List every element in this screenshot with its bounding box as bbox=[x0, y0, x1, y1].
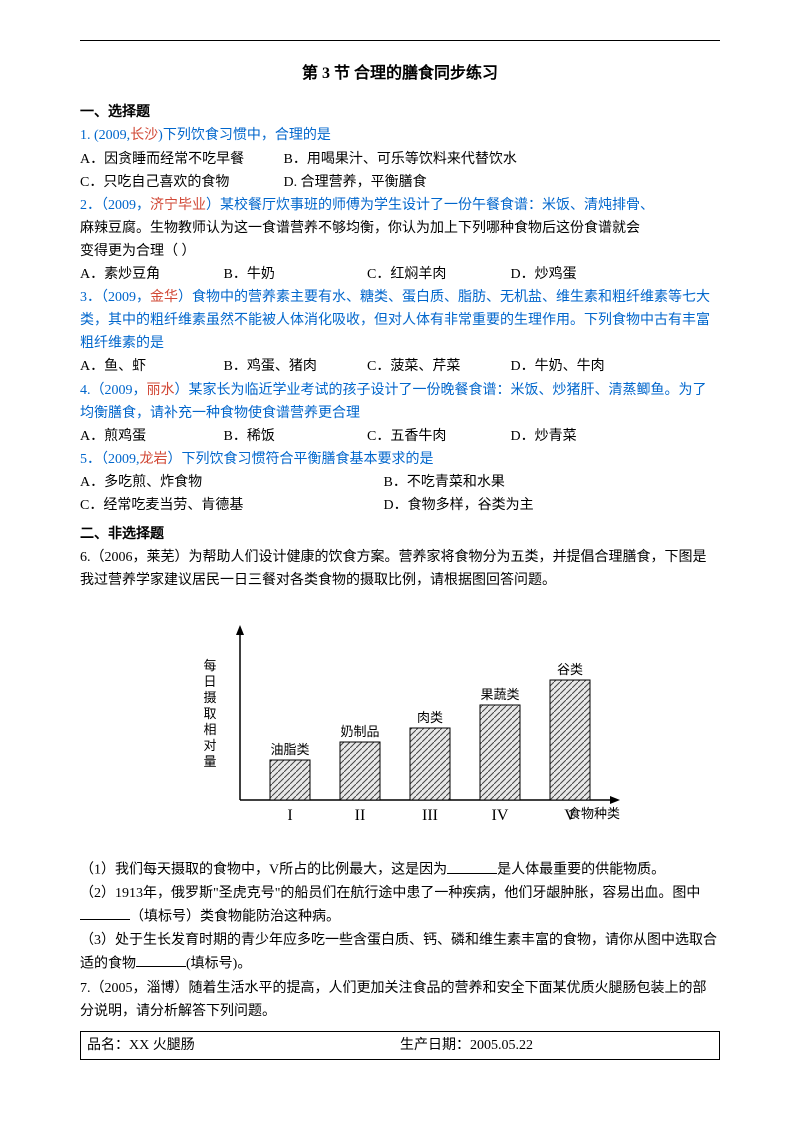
q6-p1b: 是人体最重要的供能物质。 bbox=[497, 863, 665, 878]
q6-p3: （3）处于生长发育时期的青少年应多吃一些含蛋白质、钙、磷和维生素丰富的食物，请你… bbox=[80, 929, 720, 976]
q1-tail: )下列饮食习惯中，合理的是 bbox=[158, 128, 331, 143]
q3-opt-d: D．牛奶、牛肉 bbox=[511, 355, 651, 378]
q4-num: 4.（2009， bbox=[80, 383, 147, 398]
q2-num: 2．（2009， bbox=[80, 198, 150, 213]
q6-p2b: （填标号）类食物能防治这种病。 bbox=[130, 909, 340, 924]
q4-opt-d: D．炒青菜 bbox=[511, 425, 651, 448]
svg-text:摄: 摄 bbox=[203, 690, 216, 705]
svg-text:果蔬类: 果蔬类 bbox=[480, 687, 519, 702]
q4-tail: ）某家长为临近学业考试的孩子设计了一份晚餐食谱：米饭、炒猪肝、清蒸鲫鱼。为了均衡… bbox=[80, 383, 707, 421]
q5: 5．（2009,龙岩）下列饮食习惯符合平衡膳食基本要求的是 bbox=[80, 448, 720, 471]
blank-2 bbox=[80, 905, 130, 920]
q1-row2: C．只吃自己喜欢的食物 D. 合理营养，平衡膳食 bbox=[80, 171, 720, 194]
q7-text: 7.（2005，淄博）随着生活水平的提高，人们更加关注食品的营养和安全下面某优质… bbox=[80, 977, 720, 1023]
q5-row1: A．多吃煎、炸食物 B．不吃青菜和水果 bbox=[80, 471, 720, 494]
q5-loc: 龙岩 bbox=[140, 452, 168, 467]
page-title: 第 3 节 合理的膳食同步练习 bbox=[80, 61, 720, 87]
box-left: 品名：XX 火腿肠 bbox=[87, 1034, 400, 1057]
q6-p1a: （1）我们每天摄取的食物中，V所占的比例最大，这是因为 bbox=[80, 863, 447, 878]
q6-p2a: （2）1913年，俄罗斯"圣虎克号"的船员们在航行途中患了一种疾病，他们牙龈肿胀… bbox=[80, 886, 700, 901]
q5-num: 5．（2009, bbox=[80, 452, 140, 467]
svg-text:奶制品: 奶制品 bbox=[340, 724, 379, 739]
q5-opt-d: D．食物多样，谷类为主 bbox=[384, 498, 534, 513]
section-1-heading: 一、选择题 bbox=[80, 101, 720, 124]
svg-text:量: 量 bbox=[203, 754, 216, 769]
svg-text:谷类: 谷类 bbox=[557, 662, 583, 677]
svg-text:食物种类: 食物种类 bbox=[568, 806, 620, 821]
q3-opts: A．鱼、虾 B．鸡蛋、猪肉 C．菠菜、芹菜 D．牛奶、牛肉 bbox=[80, 355, 720, 378]
q2-line2: 麻辣豆腐。生物教师认为这一食谱营养不够均衡，你认为加上下列哪种食物后这份食谱就会 bbox=[80, 217, 720, 240]
svg-text:III: III bbox=[422, 807, 438, 824]
svg-text:相: 相 bbox=[203, 722, 216, 737]
blank-1 bbox=[447, 858, 497, 873]
q5-opt-b: B．不吃青菜和水果 bbox=[384, 475, 505, 490]
q3-num: 3．（2009， bbox=[80, 290, 150, 305]
q1-loc: 长沙 bbox=[130, 128, 158, 143]
svg-text:IV: IV bbox=[492, 807, 509, 824]
svg-text:油脂类: 油脂类 bbox=[270, 742, 309, 757]
q3-opt-c: C．菠菜、芹菜 bbox=[367, 355, 507, 378]
q2-opt-c: C．红焖羊肉 bbox=[367, 263, 507, 286]
q4-loc: 丽水 bbox=[147, 383, 175, 398]
svg-text:肉类: 肉类 bbox=[417, 710, 443, 725]
q6-p1: （1）我们每天摄取的食物中，V所占的比例最大，这是因为 是人体最重要的供能物质。 bbox=[80, 858, 720, 881]
q4-opts: A．煎鸡蛋 B．稀饭 C．五香牛肉 D．炒青菜 bbox=[80, 425, 720, 448]
q2-opt-a: A．素炒豆角 bbox=[80, 263, 220, 286]
svg-text:取: 取 bbox=[203, 706, 216, 721]
q1: 1. (2009,长沙)下列饮食习惯中，合理的是 bbox=[80, 124, 720, 147]
q1-opt-c: C．只吃自己喜欢的食物 bbox=[80, 171, 280, 194]
top-rule bbox=[80, 40, 720, 41]
q4: 4.（2009，丽水）某家长为临近学业考试的孩子设计了一份晚餐食谱：米饭、炒猪肝… bbox=[80, 379, 720, 425]
q3-loc: 金华 bbox=[150, 290, 178, 305]
q1-opt-d: D. 合理营养，平衡膳食 bbox=[284, 175, 427, 190]
q5-opt-c: C．经常吃麦当劳、肯德基 bbox=[80, 494, 380, 517]
q2-tail: ）某校餐厅炊事班的师傅为学生设计了一份午餐食谱：米饭、清炖排骨、 bbox=[206, 198, 654, 213]
food-intake-chart: 每日摄取相对量食物种类 油脂类 I 奶制品 II 肉类 III 果蔬类 IV 谷类 V bbox=[170, 610, 630, 840]
q4-opt-a: A．煎鸡蛋 bbox=[80, 425, 220, 448]
q5-opt-a: A．多吃煎、炸食物 bbox=[80, 471, 380, 494]
blank-3 bbox=[136, 952, 186, 967]
q1-num: 1. (2009, bbox=[80, 128, 130, 143]
q5-row2: C．经常吃麦当劳、肯德基 D．食物多样，谷类为主 bbox=[80, 494, 720, 517]
q1-row1: A．因贪睡而经常不吃早餐 B．用喝果汁、可乐等饮料来代替饮水 bbox=[80, 148, 720, 171]
box-right: 生产日期：2005.05.22 bbox=[400, 1034, 713, 1057]
svg-text:I: I bbox=[287, 807, 292, 824]
chart-wrap: 每日摄取相对量食物种类 油脂类 I 奶制品 II 肉类 III 果蔬类 IV 谷类 V bbox=[80, 610, 720, 848]
q4-opt-b: B．稀饭 bbox=[224, 425, 364, 448]
q2: 2．（2009，济宁毕业）某校餐厅炊事班的师傅为学生设计了一份午餐食谱：米饭、清… bbox=[80, 194, 720, 217]
q6-p3b: (填标号)。 bbox=[186, 956, 251, 971]
q6-text: 6.（2006，莱芜）为帮助人们设计健康的饮食方案。营养家将食物分为五类，并提倡… bbox=[80, 546, 720, 592]
q6-p2: （2）1913年，俄罗斯"圣虎克号"的船员们在航行途中患了一种疾病，他们牙龈肿胀… bbox=[80, 882, 720, 929]
svg-text:II: II bbox=[355, 807, 366, 824]
q3-opt-a: A．鱼、虾 bbox=[80, 355, 220, 378]
q2-opts: A．素炒豆角 B．牛奶 C．红焖羊肉 D．炒鸡蛋 bbox=[80, 263, 720, 286]
q4-opt-c: C．五香牛肉 bbox=[367, 425, 507, 448]
svg-text:日: 日 bbox=[203, 674, 216, 689]
q1-opt-b: B．用喝果汁、可乐等饮料来代替饮水 bbox=[284, 152, 517, 167]
q3-opt-b: B．鸡蛋、猪肉 bbox=[224, 355, 364, 378]
q2-opt-d: D．炒鸡蛋 bbox=[511, 263, 651, 286]
svg-text:V: V bbox=[564, 807, 576, 824]
svg-text:每: 每 bbox=[203, 658, 216, 673]
q2-loc: 济宁毕业 bbox=[150, 198, 206, 213]
section-2-heading: 二、非选择题 bbox=[80, 523, 720, 546]
svg-text:对: 对 bbox=[203, 738, 216, 753]
q2-opt-b: B．牛奶 bbox=[224, 263, 364, 286]
q3: 3．（2009，金华）食物中的营养素主要有水、糖类、蛋白质、脂肪、无机盐、维生素… bbox=[80, 286, 720, 355]
q5-tail: ）下列饮食习惯符合平衡膳食基本要求的是 bbox=[168, 452, 434, 467]
q2-line3: 变得更为合理（ ） bbox=[80, 240, 720, 263]
product-info-box: 品名：XX 火腿肠 生产日期：2005.05.22 bbox=[80, 1031, 720, 1060]
q1-opt-a: A．因贪睡而经常不吃早餐 bbox=[80, 148, 280, 171]
